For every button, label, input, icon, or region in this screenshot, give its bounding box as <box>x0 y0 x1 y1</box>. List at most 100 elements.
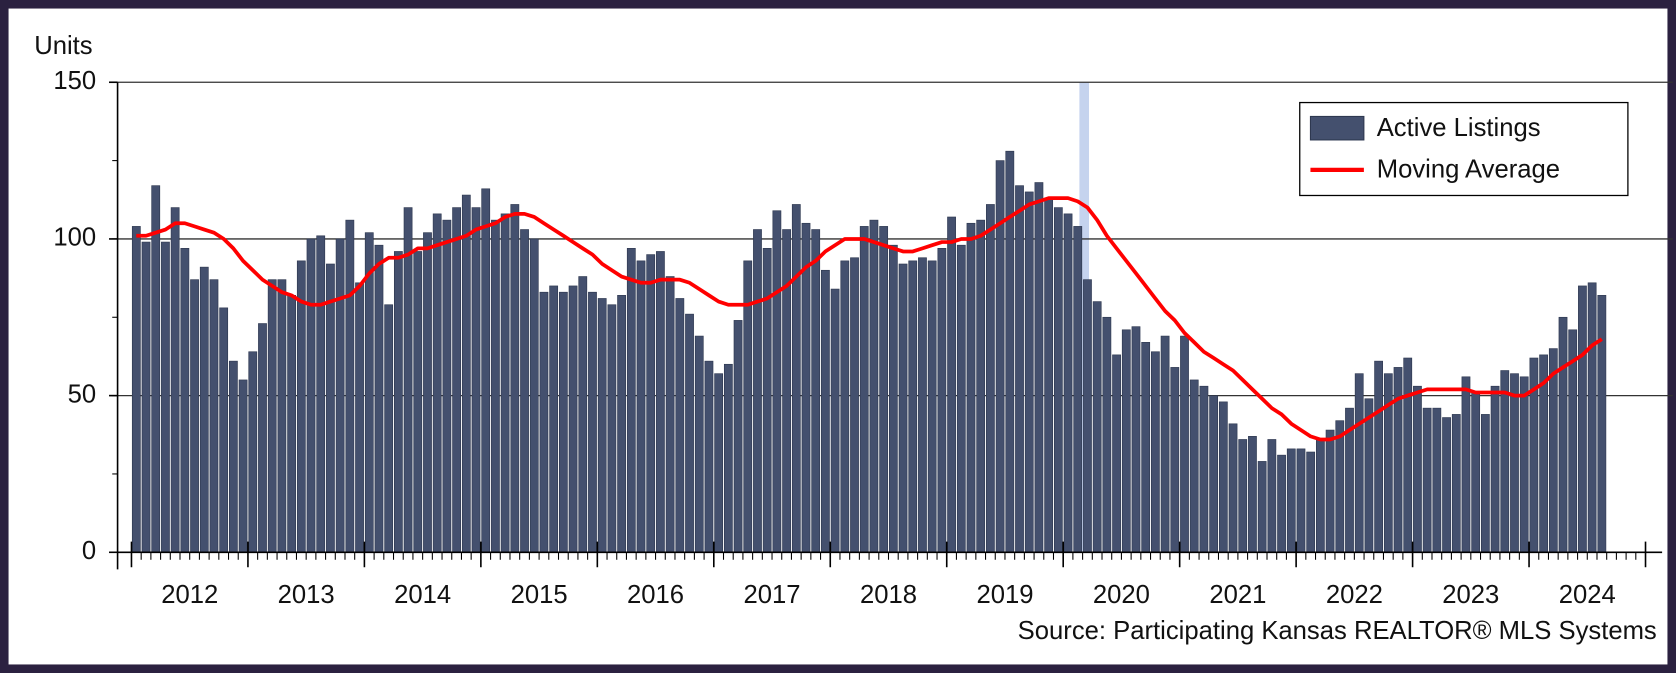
bar <box>423 232 432 553</box>
x-tick-label: 2014 <box>394 581 451 609</box>
y-tick-label: 150 <box>53 67 96 95</box>
bar <box>461 194 471 553</box>
bar <box>364 232 374 553</box>
bar <box>403 207 413 553</box>
x-tick-label: 2017 <box>744 581 801 609</box>
bar <box>1316 439 1325 553</box>
bar <box>1112 354 1121 553</box>
x-tick-label: 2018 <box>860 581 917 609</box>
bar <box>1218 401 1228 553</box>
bar <box>811 229 821 553</box>
bar <box>1413 385 1422 553</box>
y-axis-label: Units <box>34 32 92 60</box>
bar <box>830 288 840 553</box>
bar <box>1044 197 1054 553</box>
bar <box>1519 376 1529 553</box>
bar <box>772 210 782 553</box>
bar <box>879 226 889 553</box>
bar <box>510 204 520 553</box>
bar <box>248 351 258 553</box>
bar <box>471 207 481 553</box>
bar <box>976 219 986 553</box>
bar <box>267 279 277 553</box>
bar <box>529 238 539 553</box>
bar <box>617 295 626 553</box>
bar <box>947 216 956 553</box>
bar <box>1306 451 1316 553</box>
bar <box>306 238 316 553</box>
bar <box>588 291 597 553</box>
bar <box>219 307 229 553</box>
bar <box>723 363 733 553</box>
bar <box>1248 436 1257 553</box>
bar <box>1209 395 1219 553</box>
bar <box>277 279 287 553</box>
source-note: Source: Participating Kansas REALTOR® ML… <box>1018 617 1657 645</box>
bar <box>685 313 694 553</box>
bar <box>209 279 219 553</box>
x-tick-label: 2024 <box>1559 581 1616 609</box>
bar <box>1277 454 1286 553</box>
x-tick-label: 2016 <box>627 581 684 609</box>
bar <box>228 360 238 553</box>
bar <box>1238 439 1248 553</box>
bar <box>1393 367 1403 553</box>
bar <box>665 276 675 553</box>
x-tick-label: 2012 <box>161 581 218 609</box>
bar <box>131 226 141 553</box>
bar <box>170 207 180 553</box>
bar <box>393 251 403 553</box>
bar <box>374 244 384 553</box>
bar <box>1548 348 1558 553</box>
bar <box>1073 226 1083 553</box>
bar <box>675 298 685 553</box>
bar <box>326 263 335 553</box>
x-tick-label: 2021 <box>1209 581 1266 609</box>
bar <box>1141 342 1151 553</box>
bar <box>141 241 151 553</box>
bar <box>1189 379 1199 553</box>
bar <box>335 238 345 553</box>
bar <box>607 304 617 553</box>
bar <box>1383 373 1393 553</box>
bar <box>704 360 714 553</box>
bar <box>753 229 762 553</box>
bar <box>801 222 811 553</box>
bar <box>180 248 190 553</box>
bar <box>1490 385 1500 553</box>
bar <box>1325 429 1335 553</box>
bar <box>558 291 568 553</box>
bar <box>384 304 394 553</box>
bar <box>1160 335 1170 553</box>
bar <box>733 320 743 553</box>
bar <box>161 241 170 553</box>
y-tick-label: 0 <box>82 537 96 565</box>
bar <box>850 257 859 553</box>
bar <box>1015 185 1024 553</box>
bar <box>840 260 850 553</box>
bar <box>626 248 636 553</box>
bar <box>636 260 646 553</box>
bar <box>1228 423 1238 553</box>
bar <box>1335 420 1345 553</box>
bar <box>986 204 995 553</box>
bar <box>821 269 830 553</box>
bar <box>791 204 801 553</box>
bar <box>1587 282 1597 553</box>
bar <box>1034 182 1044 553</box>
bar <box>539 291 549 553</box>
bar <box>908 260 918 553</box>
bar <box>1374 360 1383 553</box>
bar <box>1432 407 1442 553</box>
bar <box>1480 414 1490 553</box>
bar <box>1151 351 1160 553</box>
bar <box>568 285 578 553</box>
bar <box>762 248 772 553</box>
bar <box>287 295 296 553</box>
bar <box>1257 461 1267 553</box>
bar <box>656 251 665 553</box>
legend-label: Moving Average <box>1377 156 1560 184</box>
bar <box>1024 191 1034 553</box>
bar <box>1199 385 1209 553</box>
